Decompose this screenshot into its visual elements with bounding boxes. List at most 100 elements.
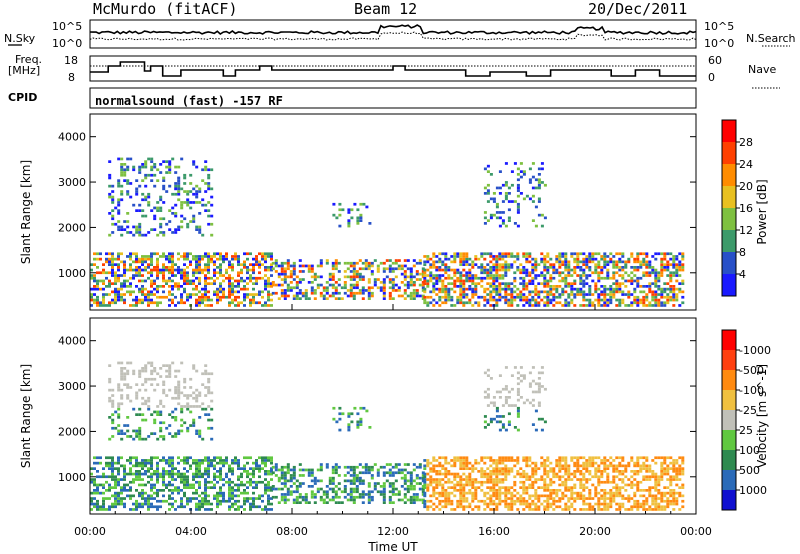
velocity-cell	[435, 483, 439, 487]
velocity-cell	[391, 474, 395, 477]
power-cell	[564, 252, 568, 256]
velocity-cell	[135, 499, 138, 503]
velocity-cell	[681, 486, 685, 489]
power-cell	[612, 295, 616, 299]
velocity-cell	[144, 464, 147, 468]
velocity-cell	[264, 456, 267, 460]
power-cell	[618, 274, 622, 277]
power-cell	[618, 290, 622, 294]
power-cell	[216, 287, 219, 291]
velocity-cell	[138, 461, 141, 465]
power-cell	[352, 283, 356, 287]
power-cell	[681, 282, 685, 285]
power-cell	[376, 278, 380, 281]
power-cell	[108, 260, 111, 264]
power-cell	[486, 268, 490, 272]
velocity-cell	[603, 467, 607, 470]
velocity-cell	[195, 432, 199, 435]
noise-right-tick-top: 10^5	[704, 20, 735, 33]
power-cell	[486, 301, 490, 305]
velocity-cell	[111, 475, 114, 479]
power-cell	[192, 201, 196, 204]
power-cell	[108, 212, 112, 215]
power-cell	[123, 268, 126, 272]
velocity-cell	[219, 475, 222, 479]
power-cell	[358, 275, 362, 279]
power-cell	[639, 301, 643, 305]
velocity-cell	[648, 505, 652, 509]
power-cell	[582, 295, 586, 299]
velocity-cell	[450, 491, 454, 495]
velocity-cell	[192, 367, 196, 370]
velocity-cell	[171, 475, 174, 479]
velocity-cell	[486, 393, 490, 396]
velocity-cell	[111, 478, 114, 481]
velocity-cell	[356, 412, 360, 416]
velocity-cell	[573, 461, 577, 465]
velocity-cell	[322, 493, 326, 496]
velocity-cell	[504, 472, 508, 476]
velocity-cell	[117, 470, 120, 473]
velocity-cell	[207, 464, 210, 468]
velocity-cell	[573, 491, 577, 495]
power-cell	[600, 290, 604, 294]
power-cell	[495, 276, 499, 280]
velocity-cell	[141, 461, 144, 465]
velocity-cell	[183, 456, 186, 460]
power-cell	[156, 276, 159, 280]
power-cell	[618, 260, 622, 264]
velocity-cell	[240, 483, 243, 487]
velocity-cell	[231, 480, 234, 484]
velocity-cell	[138, 407, 142, 411]
power-cell	[450, 255, 454, 258]
velocity-cell	[204, 470, 207, 473]
power-cell	[522, 285, 526, 288]
power-cell	[453, 274, 457, 277]
velocity-cell	[198, 483, 201, 487]
power-cell	[504, 295, 508, 299]
velocity-cell	[480, 499, 484, 503]
power-cell	[597, 271, 601, 275]
velocity-cell	[660, 456, 664, 460]
velocity-cell	[298, 468, 302, 472]
velocity-cell	[552, 467, 556, 470]
velocity-cell	[126, 372, 130, 376]
velocity-cell	[207, 499, 210, 503]
power-cell	[258, 301, 261, 305]
power-cell	[669, 271, 673, 275]
power-cell	[274, 261, 278, 265]
velocity-cell	[660, 508, 664, 511]
power-cell	[462, 304, 466, 307]
power-cell	[234, 257, 237, 261]
power-cell	[213, 268, 216, 272]
velocity-cell	[531, 486, 535, 489]
velocity-cell	[546, 502, 550, 506]
power-cell	[471, 260, 475, 264]
velocity-cell	[588, 497, 592, 500]
velocity-cell	[594, 489, 598, 492]
velocity-cell	[648, 464, 652, 468]
power-cell	[367, 278, 371, 281]
velocity-cell	[168, 424, 172, 427]
power-cell	[588, 274, 592, 277]
velocity-cell	[465, 475, 469, 479]
power-cell	[477, 257, 481, 261]
power-cell	[334, 286, 338, 290]
power-cell	[504, 183, 508, 187]
velocity-cell	[534, 480, 538, 484]
power-cell	[96, 298, 99, 302]
velocity-cell	[243, 470, 246, 473]
power-cell	[382, 281, 386, 284]
power-cell	[108, 304, 111, 307]
power-cell	[612, 260, 616, 264]
power-cell	[435, 266, 439, 269]
velocity-cell	[216, 505, 219, 509]
power-cell	[261, 257, 264, 261]
power-cell	[570, 274, 574, 277]
velocity-cell	[636, 470, 640, 473]
velocity-cell	[681, 505, 685, 509]
velocity-cell	[231, 470, 234, 473]
power-cell	[183, 274, 186, 277]
power-cell	[534, 293, 538, 296]
velocity-cell	[540, 428, 544, 432]
